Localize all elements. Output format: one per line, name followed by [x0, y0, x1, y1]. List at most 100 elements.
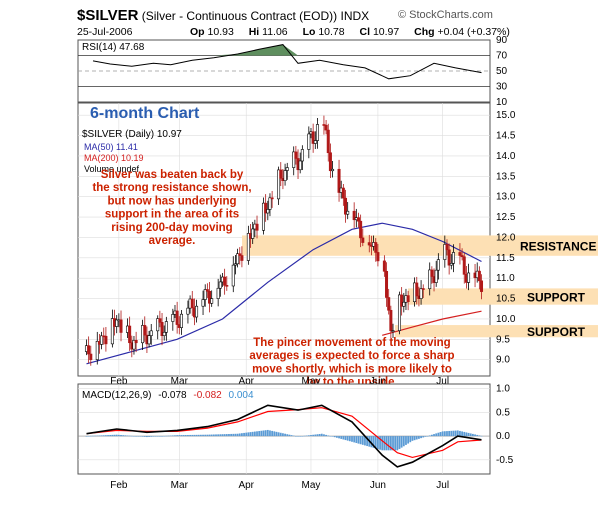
macd-hist-bar	[411, 436, 414, 441]
macd-hist-bar	[435, 433, 438, 437]
candle-body	[458, 252, 462, 256]
candle-body	[236, 253, 240, 265]
candle-body	[480, 280, 484, 292]
macd-hist-bar	[316, 434, 319, 437]
macd-hist-bar	[277, 432, 280, 437]
macd-hist-bar	[370, 436, 373, 448]
macd-hist-bar	[135, 436, 138, 437]
rsi-legend: RSI(14) 47.68	[82, 42, 145, 53]
macd-hist-bar	[366, 436, 369, 447]
macd-hist-bar	[122, 435, 125, 437]
macd-hist-bar	[353, 436, 356, 443]
macd-hist-bar	[441, 431, 444, 437]
rsi-line	[92, 44, 482, 80]
macd-hist-bar	[262, 430, 265, 437]
macd-legend: MACD(12,26,9) -0.078 -0.082 0.004	[82, 390, 254, 401]
rsi-tick-labels: 90 70 50 30 10	[496, 35, 508, 108]
macd-hist-bar	[357, 436, 360, 444]
candle-body	[341, 187, 345, 199]
macd-hist-bar	[374, 436, 377, 449]
macd-hist-bar	[234, 433, 237, 437]
candle-body	[311, 131, 315, 144]
legend-price: $SILVER (Daily) 10.97	[82, 129, 182, 140]
macd-hist-bar	[372, 436, 375, 448]
band-label-support: SUPPORT	[527, 325, 586, 339]
band-support	[408, 288, 598, 305]
macd-hist-bar	[452, 430, 455, 437]
candle-body	[292, 151, 296, 168]
candle-body	[346, 210, 350, 215]
macd-hist-bar	[364, 436, 366, 446]
low-label: Lo	[302, 26, 316, 38]
macd-hist-bar	[96, 435, 99, 437]
macd-hist-bar	[89, 435, 92, 437]
macd-hist-bar	[269, 430, 271, 437]
macd-hist-bar	[273, 431, 276, 437]
macd-hist-bar	[204, 434, 207, 437]
macd-hist-bar	[465, 432, 468, 437]
candle-body	[451, 252, 455, 264]
macd-hist-bar	[206, 434, 209, 437]
macd-hist-bar	[389, 436, 392, 451]
macd-line	[86, 404, 482, 468]
macd-hist-bar	[314, 434, 317, 437]
macd-hist-bar	[133, 436, 135, 437]
macd-hist-bar	[137, 436, 140, 437]
candle-body	[279, 169, 283, 179]
legend-ma50: MA(50) 11.41	[84, 142, 138, 152]
candle-body	[389, 309, 393, 332]
price-tick-label: 11.0	[496, 273, 515, 284]
macd-hist-bar	[195, 434, 198, 437]
macd-hist-bar	[275, 431, 278, 437]
candle-body	[337, 168, 341, 193]
candle-body	[110, 318, 114, 345]
candle-body	[100, 335, 104, 345]
macd-tick-labels: 1.0 0.5 0.0 -0.5	[496, 384, 514, 466]
candle-body	[203, 289, 207, 300]
candle-body	[326, 129, 330, 154]
macd-tick-label: 0.0	[496, 431, 510, 442]
candle-body	[374, 242, 378, 253]
candle-body	[361, 237, 365, 243]
candle-body	[225, 285, 229, 287]
candle-body	[277, 169, 281, 200]
candle-body	[352, 210, 356, 221]
macd-hist-bar	[180, 435, 183, 437]
macd-x-tick-labels: Feb Mar Apr May Jun Jul	[110, 480, 449, 491]
band-support	[395, 325, 598, 338]
macd-hist-bar	[225, 434, 228, 437]
annotation-pincer-note: The pincer movement of the movingaverage…	[249, 337, 454, 389]
candle-body	[246, 233, 250, 261]
price-x-tick-labels: Feb Mar Apr May Jun Jul	[110, 376, 449, 387]
open-label: Op	[190, 26, 205, 38]
candle-body	[87, 345, 91, 355]
macd-hist-bar	[105, 435, 107, 437]
candle-body	[313, 140, 317, 144]
candle-body	[201, 299, 205, 307]
macd-hist-bar	[128, 435, 131, 437]
macd-hist-bar	[471, 433, 474, 437]
macd-hist-bar	[446, 431, 448, 437]
candle-body	[285, 167, 289, 171]
price-x-tick-label: Jun	[370, 376, 386, 387]
candle-body	[268, 197, 272, 210]
macd-hist-bar	[146, 436, 148, 438]
candle-body	[179, 313, 183, 328]
low-value: 10.78	[318, 26, 345, 38]
macd-hist-bar	[130, 435, 133, 437]
candle-body	[205, 289, 209, 292]
price-tick-label: 11.5	[496, 253, 515, 264]
macd-hist-bar	[405, 436, 407, 445]
price-tick-label: 10.5	[496, 294, 516, 305]
candle-body	[391, 330, 395, 332]
macd-hist-bar	[351, 436, 353, 442]
candle-body	[208, 290, 212, 304]
candle-body	[387, 297, 391, 311]
macd-hist-bar	[260, 430, 263, 437]
candle-body	[419, 288, 423, 299]
ma200-line	[382, 310, 482, 336]
candle-body	[261, 202, 265, 231]
price-x-tick-label: May	[302, 376, 321, 387]
macd-hist-bar	[424, 436, 427, 437]
